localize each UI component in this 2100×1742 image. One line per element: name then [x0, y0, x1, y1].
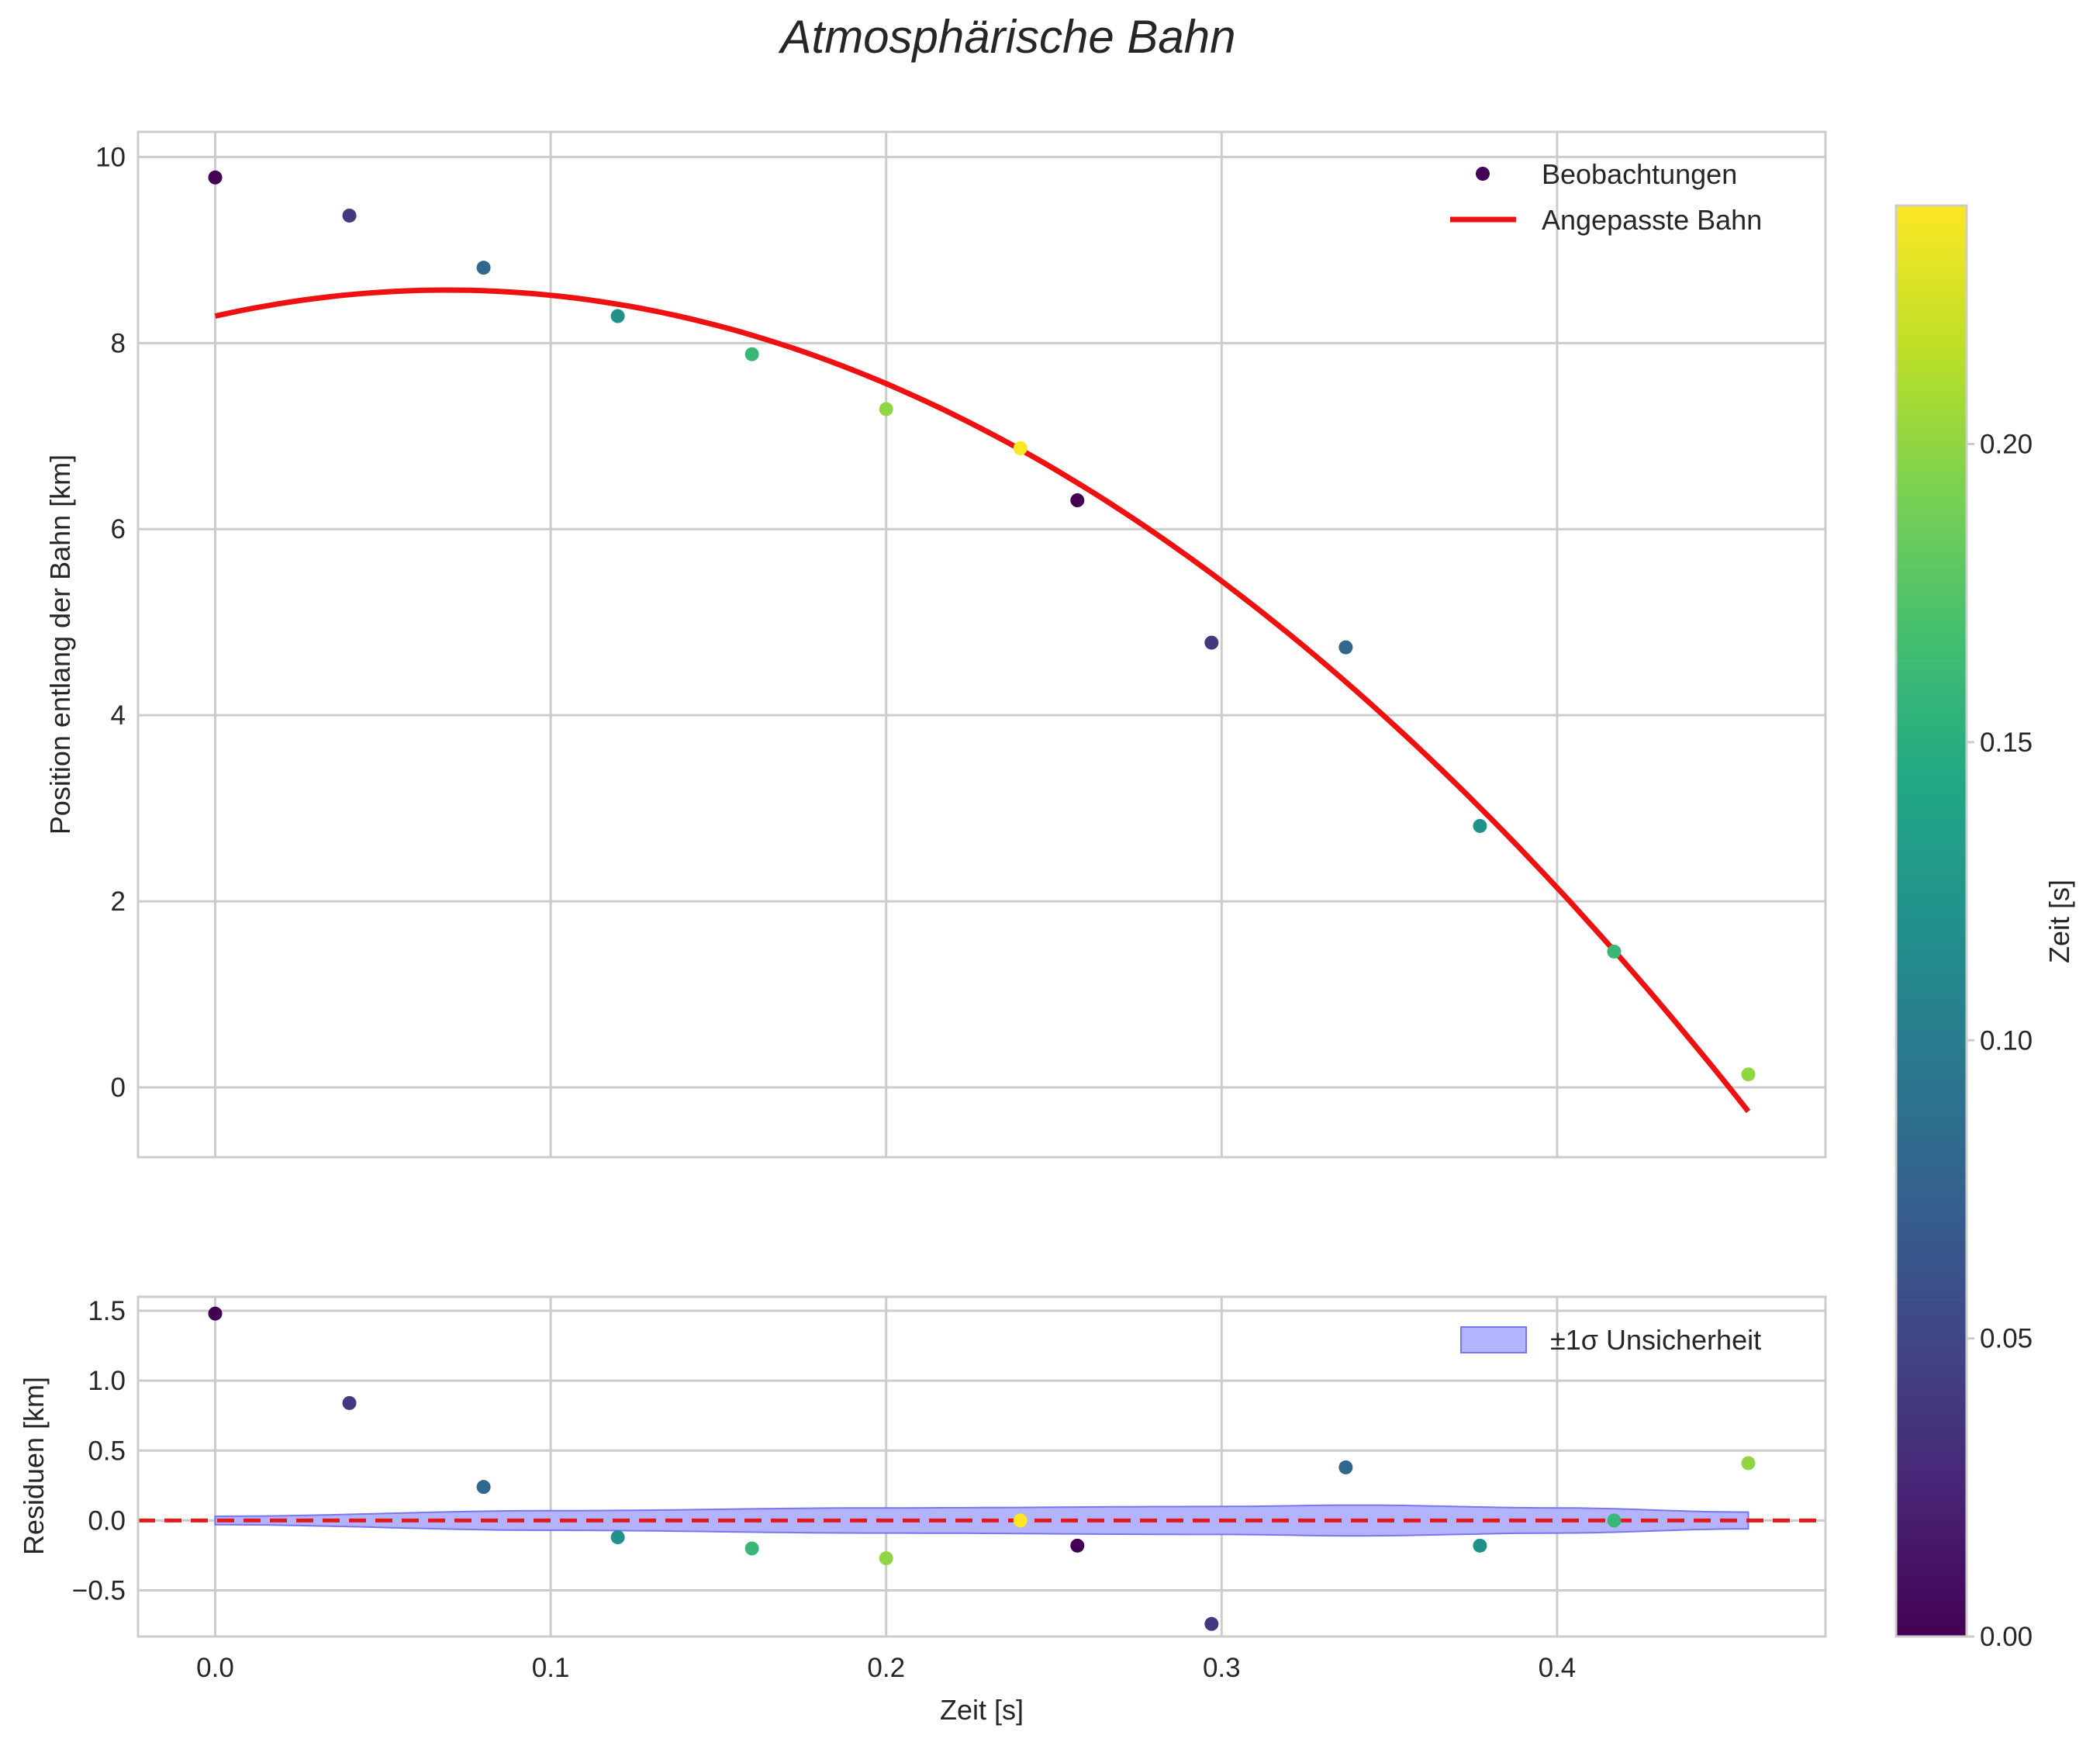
legend-uncertainty-label: ±1σ Unsicherheit [1550, 1324, 1761, 1356]
top-legend: Beobachtungen Angepasste Bahn [1450, 158, 1762, 236]
observation-point [1473, 818, 1487, 833]
colorbar-tick-label: 0.05 [1980, 1324, 2033, 1354]
chart-title: Atmosphärische Bahn [779, 11, 1236, 63]
colorbar-tick-labels: 0.00 0.05 0.10 0.15 0.20 [1967, 430, 2033, 1652]
x-tick-label: 0.4 [1539, 1653, 1577, 1683]
residual-point [342, 1395, 357, 1410]
residual-points [208, 1306, 1756, 1631]
top-y-tick-label: 8 [111, 328, 126, 358]
bottom-y-tick-labels: −0.5 0.0 0.5 1.0 1.5 [72, 1296, 126, 1605]
observation-point [342, 208, 357, 223]
residual-point [208, 1306, 223, 1321]
top-y-tick-labels: 0 2 4 6 8 10 [95, 142, 126, 1103]
residual-point [744, 1541, 759, 1556]
observation-point [1070, 493, 1085, 508]
residual-point [1338, 1460, 1353, 1474]
x-tick-label: 0.0 [196, 1653, 234, 1683]
residual-point [1607, 1513, 1622, 1528]
observation-point [1607, 944, 1622, 959]
observation-point [208, 170, 223, 185]
colorbar-gradient [1894, 204, 1968, 1638]
observation-point [1338, 640, 1353, 655]
colorbar-tick-label: 0.00 [1980, 1622, 2033, 1652]
bottom-panel-frame [136, 1295, 1827, 1638]
top-gridlines [138, 132, 1825, 1157]
legend-uncertainty-swatch [1460, 1326, 1527, 1353]
colorbar-tick-label: 0.10 [1980, 1025, 2033, 1056]
residual-point [1741, 1456, 1756, 1471]
bottom-y-tick-label: 1.0 [88, 1366, 126, 1396]
colorbar: 0.00 0.05 0.10 0.15 0.20 Zeit [s] [1894, 204, 2075, 1652]
bottom-y-tick-label: 1.5 [88, 1296, 126, 1326]
residual-point [1204, 1616, 1219, 1631]
colorbar-label: Zeit [s] [2043, 880, 2075, 963]
bottom-y-tick-label: 0.5 [88, 1436, 126, 1466]
residual-point [610, 1530, 625, 1545]
bottom-y-tick-label: 0.0 [88, 1505, 126, 1536]
residual-point [1473, 1538, 1487, 1553]
x-tick-label: 0.1 [532, 1653, 570, 1683]
x-axis-label: Zeit [s] [940, 1694, 1024, 1726]
observation-points [208, 170, 1756, 1082]
bottom-panel: −0.5 0.0 0.5 1.0 1.5 0.0 0.1 0.2 0.3 0.4 Residue… [18, 1295, 1827, 1726]
residual-point [476, 1480, 491, 1495]
top-y-tick-label: 2 [111, 887, 126, 917]
observation-point [879, 402, 893, 416]
top-y-axis-label: Position entlang der Bahn [km] [44, 455, 76, 835]
colorbar-tick-label: 0.15 [1980, 728, 2033, 758]
residual-point [879, 1551, 893, 1566]
top-y-tick-label: 4 [111, 700, 126, 731]
observation-point [1013, 441, 1028, 455]
top-y-tick-label: 6 [111, 514, 126, 544]
top-y-tick-label: 10 [95, 142, 126, 172]
residual-point [1013, 1513, 1028, 1528]
residual-point [1070, 1538, 1085, 1553]
top-y-tick-label: 0 [111, 1073, 126, 1103]
observation-point [476, 261, 491, 275]
top-panel-frame [136, 130, 1827, 1159]
colorbar-tick-label: 0.20 [1980, 430, 2033, 460]
fitted-trajectory-line [214, 287, 1751, 1114]
x-tick-labels: 0.0 0.1 0.2 0.3 0.4 [196, 1653, 1576, 1683]
legend-observations-label: Beobachtungen [1542, 158, 1737, 190]
legend-fit-label: Angepasste Bahn [1542, 204, 1762, 236]
bottom-y-axis-label: Residuen [km] [18, 1377, 50, 1555]
observation-point [1741, 1067, 1756, 1082]
bottom-legend: ±1σ Unsicherheit [1460, 1324, 1761, 1356]
observation-point [744, 347, 759, 361]
x-tick-label: 0.3 [1203, 1653, 1241, 1683]
observation-point [610, 309, 625, 323]
bottom-y-tick-label: −0.5 [72, 1576, 126, 1606]
top-panel: 0 2 4 6 8 10 Position entlang der Bahn [km] B… [44, 130, 1827, 1159]
observation-point [1204, 635, 1219, 650]
x-tick-label: 0.2 [867, 1653, 905, 1683]
legend-observations-marker [1476, 167, 1490, 181]
